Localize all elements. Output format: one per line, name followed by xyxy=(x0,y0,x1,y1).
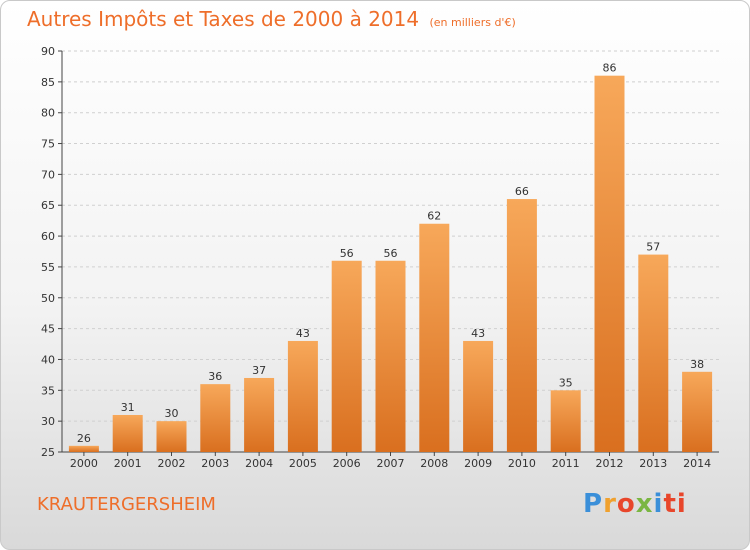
y-tick-label: 55 xyxy=(41,261,55,274)
y-tick-label: 50 xyxy=(41,292,55,305)
bar-value-label: 30 xyxy=(165,407,179,420)
logo-letter: r xyxy=(603,489,617,519)
bar-value-label: 38 xyxy=(690,358,704,371)
bar xyxy=(331,260,362,452)
chart-title: Autres Impôts et Taxes de 2000 à 2014 (e… xyxy=(27,7,516,31)
x-tick-label: 2000 xyxy=(70,457,98,470)
bar xyxy=(550,390,581,452)
x-tick-label: 2014 xyxy=(683,457,711,470)
bar-value-label: 31 xyxy=(121,401,135,414)
x-tick-label: 2003 xyxy=(201,457,229,470)
bar xyxy=(200,384,231,452)
y-tick-label: 80 xyxy=(41,107,55,120)
chart-subtitle: (en milliers d'€) xyxy=(429,16,516,29)
proxiti-logo: Proxiti xyxy=(583,489,687,519)
x-tick-label: 2013 xyxy=(639,457,667,470)
bar-value-label: 62 xyxy=(427,210,441,223)
commune-name: KRAUTERGERSHEIM xyxy=(37,494,216,515)
y-tick-label: 45 xyxy=(41,323,55,336)
bar-value-label: 57 xyxy=(646,241,660,254)
logo-letter: P xyxy=(583,489,604,519)
bar xyxy=(68,445,99,452)
x-tick-label: 2007 xyxy=(377,457,405,470)
bar xyxy=(244,377,275,452)
logo-letter: x xyxy=(635,489,654,519)
logo-letter: ti xyxy=(663,489,687,519)
x-tick-label: 2009 xyxy=(464,457,492,470)
bar xyxy=(156,421,187,452)
bar xyxy=(506,199,537,452)
bar xyxy=(463,340,494,452)
x-tick-label: 2001 xyxy=(114,457,142,470)
y-tick-label: 35 xyxy=(41,384,55,397)
y-tick-label: 25 xyxy=(41,446,55,459)
bar-value-label: 35 xyxy=(559,376,573,389)
y-tick-label: 60 xyxy=(41,230,55,243)
logo-letter: i xyxy=(653,489,664,519)
bar xyxy=(112,414,143,452)
bar-value-label: 43 xyxy=(296,327,310,340)
bar-value-label: 37 xyxy=(252,364,266,377)
x-tick-label: 2005 xyxy=(289,457,317,470)
logo-letter: o xyxy=(616,489,636,519)
x-tick-label: 2008 xyxy=(420,457,448,470)
y-tick-label: 85 xyxy=(41,76,55,89)
y-tick-label: 75 xyxy=(41,138,55,151)
bar-value-label: 26 xyxy=(77,432,91,445)
x-tick-label: 2011 xyxy=(552,457,580,470)
x-tick-label: 2004 xyxy=(245,457,273,470)
bar xyxy=(638,254,669,452)
bar-value-label: 43 xyxy=(471,327,485,340)
bar-value-label: 66 xyxy=(515,185,529,198)
x-tick-label: 2012 xyxy=(596,457,624,470)
y-tick-label: 90 xyxy=(41,45,55,58)
bar-value-label: 36 xyxy=(208,370,222,383)
x-tick-label: 2010 xyxy=(508,457,536,470)
bar xyxy=(682,371,713,452)
y-tick-label: 40 xyxy=(41,353,55,366)
x-tick-label: 2006 xyxy=(333,457,361,470)
bar xyxy=(419,223,450,452)
y-tick-label: 30 xyxy=(41,415,55,428)
bar xyxy=(594,75,625,452)
y-tick-label: 70 xyxy=(41,168,55,181)
bar xyxy=(375,260,406,452)
bar-value-label: 86 xyxy=(603,62,617,75)
y-tick-label: 65 xyxy=(41,199,55,212)
bar-value-label: 56 xyxy=(340,247,354,260)
x-tick-label: 2002 xyxy=(158,457,186,470)
bar xyxy=(287,340,318,452)
chart-title-text: Autres Impôts et Taxes de 2000 à 2014 xyxy=(27,7,420,31)
bar-value-label: 56 xyxy=(384,247,398,260)
